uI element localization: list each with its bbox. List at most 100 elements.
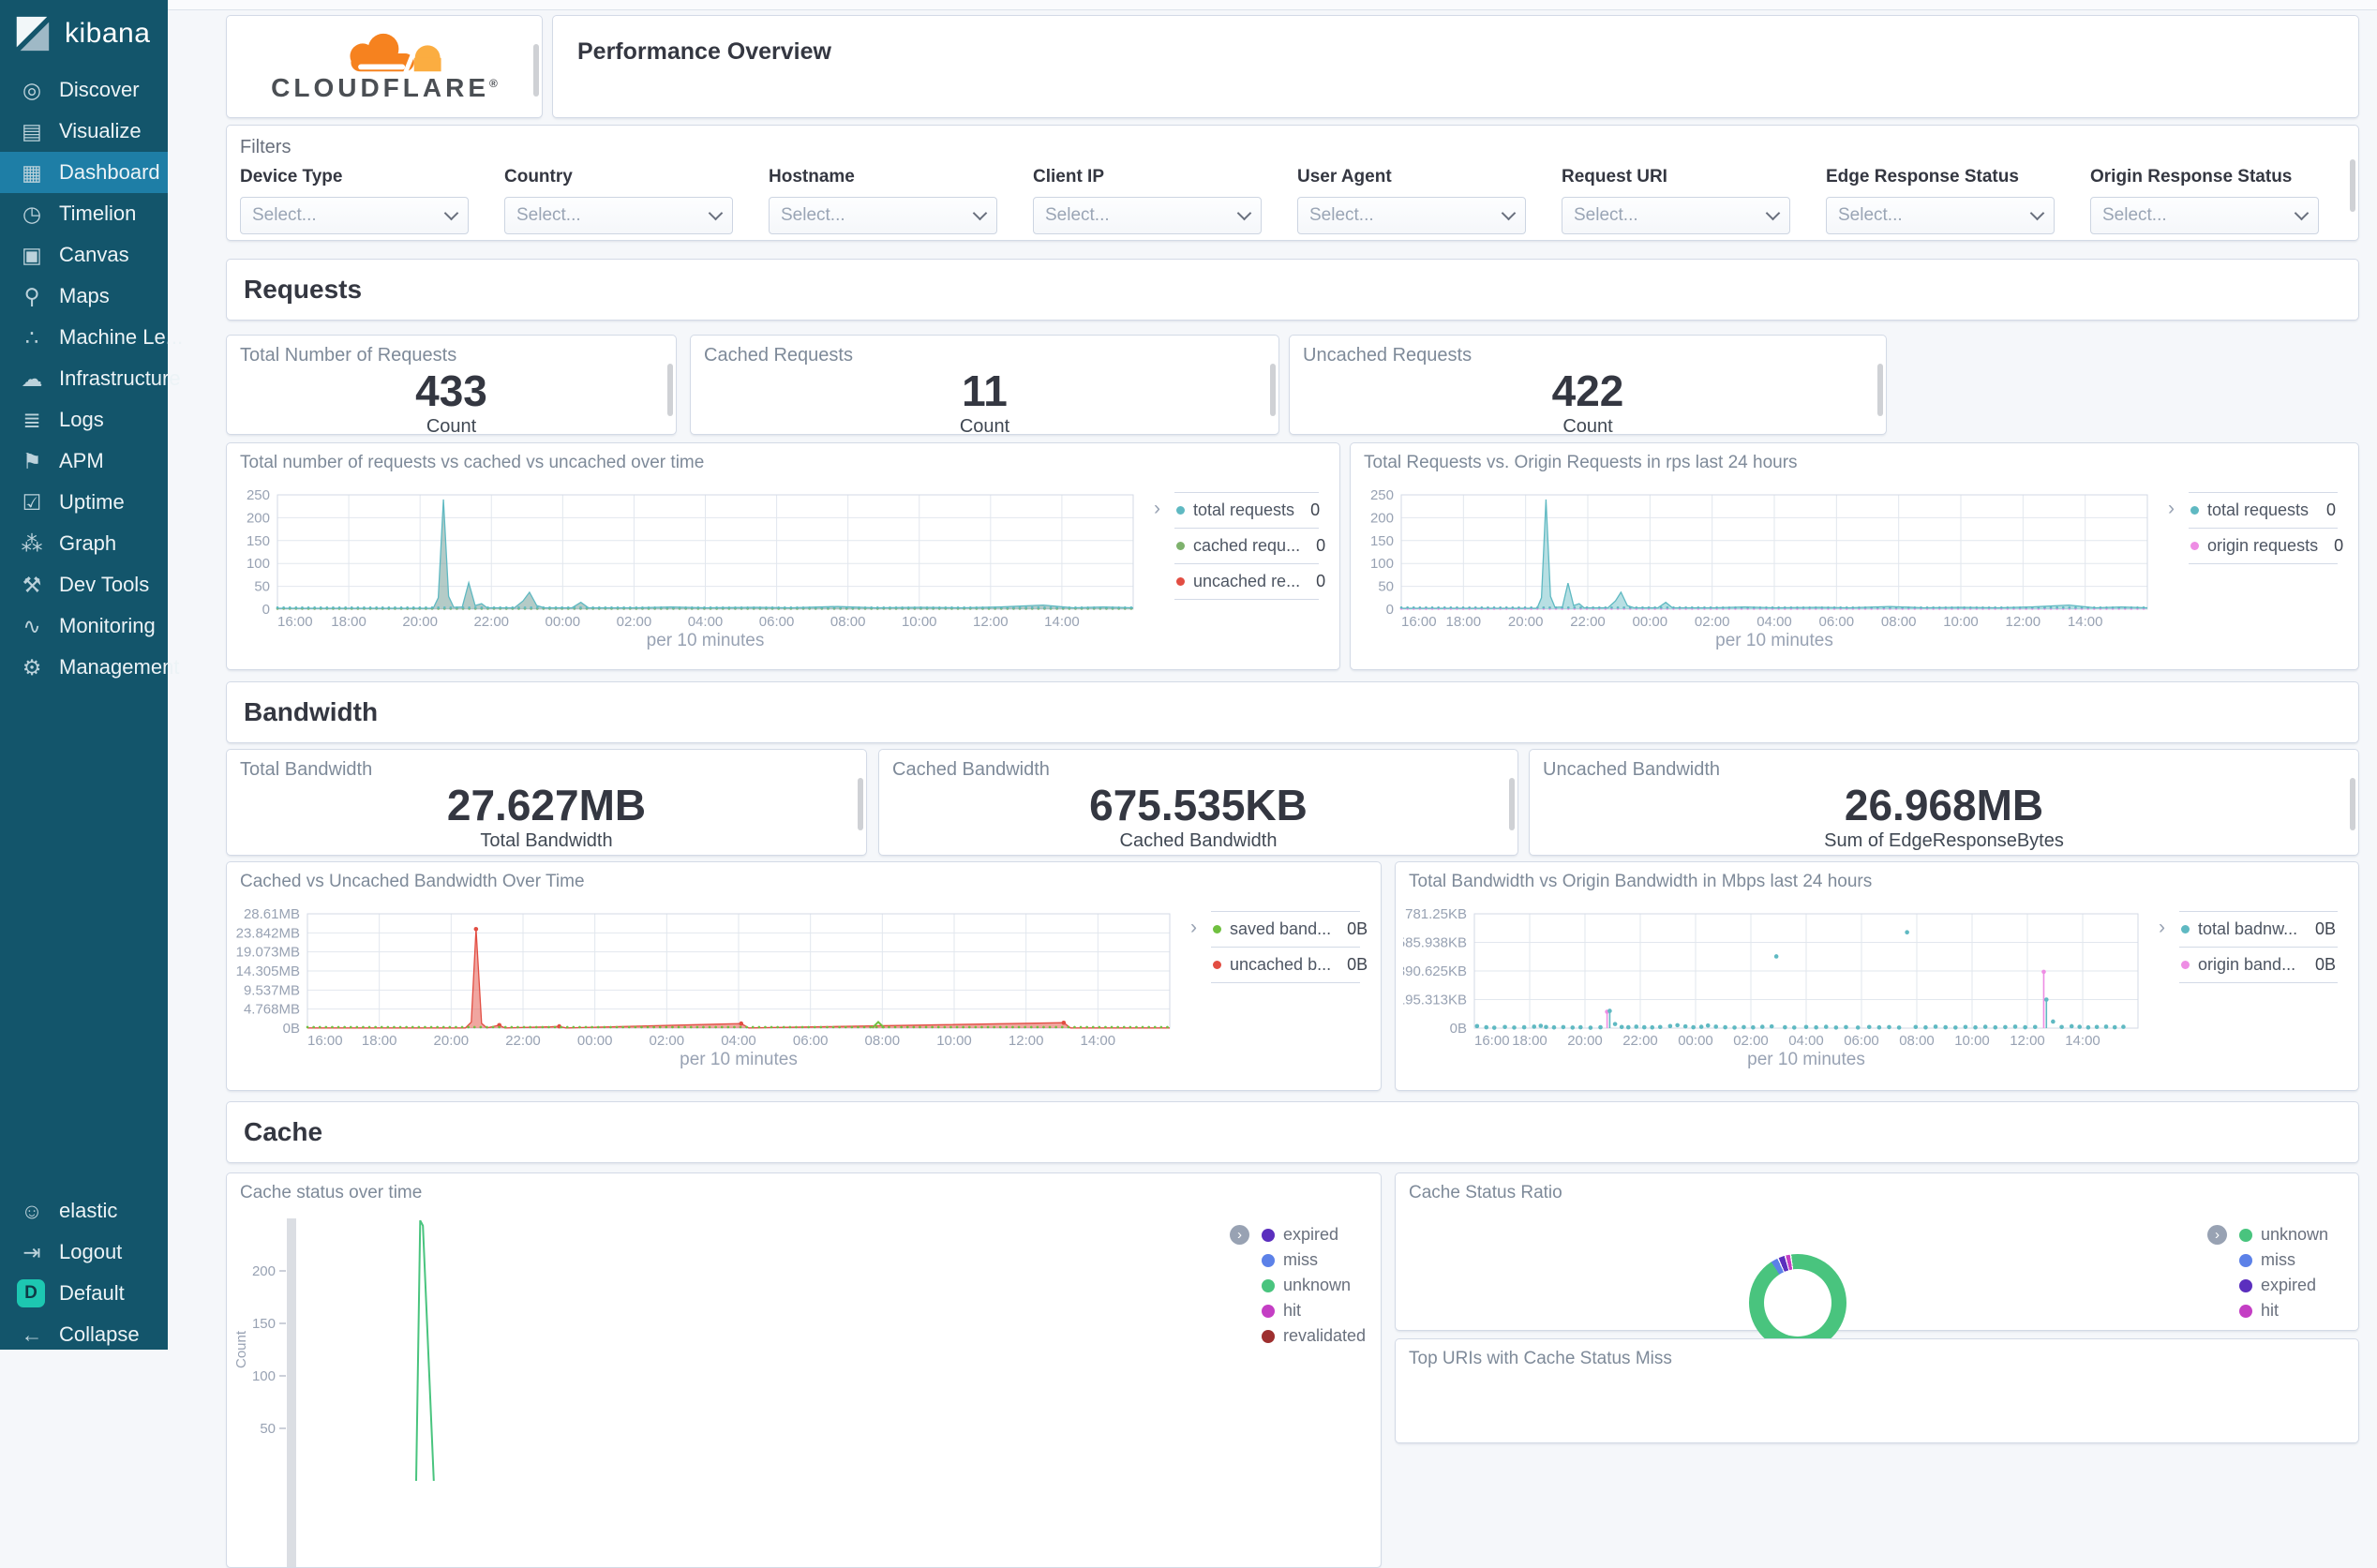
panel-scrollbar[interactable] (667, 364, 673, 416)
sidebar-item-dashboard[interactable]: ▦ Dashboard (0, 152, 168, 193)
cache-ratio-donut[interactable] (1749, 1254, 1846, 1351)
sidebar-item-apm[interactable]: ⚑ APM (0, 441, 168, 482)
dev-tools-icon: ⚒ (22, 572, 42, 597)
legend-color-dot (2239, 1304, 2252, 1318)
compass-icon: ◎ (22, 77, 42, 102)
chart-cached-vs-uncached-bandwidth: 0B 4.768MB 9.537MB 14.305MB 19.073MB 23.842MB… (234, 900, 1373, 1086)
svg-text:23.842MB: 23.842MB (236, 925, 300, 941)
panel-scrollbar[interactable] (2350, 778, 2355, 830)
chart-plot[interactable]: 0 50 100 150 200 250 16:00 18:00 20:00 22:00 00:00… (1358, 481, 2159, 642)
svg-text:18:00: 18:00 (1512, 1033, 1547, 1049)
legend-item-total-requests[interactable]: total requests 0 (1174, 492, 1320, 528)
kibana-logo-text: kibana (65, 18, 151, 49)
legend-item-hit[interactable]: hit (2207, 1298, 2338, 1323)
filter-select-client-ip[interactable]: Select... (1033, 197, 1262, 234)
sidebar-item-infrastructure[interactable]: ☁ Infrastructure (0, 358, 181, 399)
metric-uncached-bandwidth: Uncached Bandwidth 26.968MB Sum of EdgeR… (1529, 749, 2359, 856)
legend-color-dot (1176, 577, 1185, 586)
machine-learning-icon: ∴ (24, 324, 39, 350)
sidebar-item-collapse[interactable]: ← Collapse (0, 1314, 168, 1355)
sidebar-item-management[interactable]: ⚙ Management (0, 647, 180, 688)
svg-text:10:00: 10:00 (1954, 1033, 1990, 1049)
sidebar-item-logs[interactable]: ≣ Logs (0, 399, 168, 441)
legend-toggle-icon[interactable]: › (1230, 1225, 1249, 1245)
filter-field-country: Country Select... (504, 167, 733, 234)
legend-item-uncached-re[interactable]: uncached re... 0 (1174, 563, 1325, 600)
legend-item-saved-band[interactable]: saved band... 0B (1211, 911, 1368, 947)
filter-placeholder: Select... (252, 205, 317, 225)
legend-item-expired[interactable]: › expired (1230, 1222, 1360, 1247)
panel-scrollbar[interactable] (533, 44, 539, 97)
legend-toggle-icon[interactable]: › (1190, 917, 1197, 938)
panel-scrollbar[interactable] (1877, 364, 1883, 416)
legend-item-revalidated[interactable]: revalidated (1230, 1323, 1366, 1349)
panel-scrollbar[interactable] (1270, 364, 1276, 416)
filter-select-country[interactable]: Select... (504, 197, 733, 234)
legend-item-total-requests[interactable]: total requests 0 (2189, 492, 2338, 528)
metric-unit: Sum of EdgeResponseBytes (1824, 830, 2064, 851)
svg-text:200: 200 (247, 510, 270, 526)
svg-text:50: 50 (1378, 579, 1394, 595)
sidebar-item-discover[interactable]: ◎ Discover (0, 69, 168, 111)
legend-item-origin-band[interactable]: origin band... 0B (2179, 947, 2338, 983)
filter-select-device-type[interactable]: Select... (240, 197, 469, 234)
sidebar-item-label: Collapse (59, 1322, 140, 1346)
legend-color-dot (1262, 1253, 1275, 1267)
sidebar-item-machine-le[interactable]: ∴ Machine Le... (0, 317, 183, 358)
legend-item-expired[interactable]: expired (2207, 1273, 2338, 1298)
legend-item-unknown[interactable]: unknown (1230, 1273, 1360, 1298)
sidebar-item-timelion[interactable]: ◷ Timelion (0, 193, 168, 234)
svg-text:0: 0 (1386, 602, 1394, 618)
svg-text:18:00: 18:00 (362, 1033, 397, 1049)
sidebar-item-elastic[interactable]: ☺ elastic (0, 1190, 168, 1232)
legend-item-miss[interactable]: miss (2207, 1247, 2338, 1273)
chart-plot[interactable]: 0B 4.768MB 9.537MB 14.305MB 19.073MB 23.842MB… (234, 900, 1181, 1061)
sidebar-item-visualize[interactable]: ▤ Visualize (0, 111, 168, 152)
svg-text:50: 50 (254, 579, 270, 595)
filter-field-request-uri: Request URI Select... (1562, 167, 1790, 234)
legend-item-miss[interactable]: miss (1230, 1247, 1360, 1273)
filter-select-request-uri[interactable]: Select... (1562, 197, 1790, 234)
sidebar-item-label: APM (59, 449, 104, 472)
panel-scrollbar[interactable] (2350, 159, 2355, 212)
filter-select-edge-response-status[interactable]: Select... (1826, 197, 2055, 234)
sidebar-item-default[interactable]: D Default (0, 1273, 168, 1314)
legend-item-cached-requ[interactable]: cached requ... 0 (1174, 528, 1325, 563)
sidebar-item-maps[interactable]: ⚲ Maps (0, 276, 168, 317)
svg-text:14:00: 14:00 (2065, 1033, 2100, 1049)
chevron-down-icon (708, 205, 724, 221)
sidebar-item-monitoring[interactable]: ∿ Monitoring (0, 605, 168, 647)
sidebar-item-uptime[interactable]: ☑ Uptime (0, 482, 168, 523)
sidebar-item-canvas[interactable]: ▣ Canvas (0, 234, 168, 276)
panel-scrollbar[interactable] (858, 778, 863, 830)
legend-item-origin-requests[interactable]: origin requests 0 (2189, 528, 2343, 564)
legend-value: 0B (1347, 919, 1368, 938)
chart-plot[interactable]: 0B 195.313KB 390.625KB 585.938KB 781.25KB 16:… (1403, 900, 2149, 1061)
legend-item-total-badnw[interactable]: total badnw... 0B (2179, 911, 2338, 947)
x-axis-label: per 10 minutes (1747, 1050, 1865, 1069)
sidebar-footer: ☺ elastic ⇥ Logout D Default ← Collapse (0, 1190, 168, 1355)
legend-toggle-icon[interactable]: › (2168, 498, 2175, 519)
legend-color-dot (1213, 961, 1221, 969)
legend-toggle-icon[interactable]: › (2159, 917, 2165, 938)
sidebar-item-dev-tools[interactable]: ⚒ Dev Tools (0, 564, 168, 605)
filter-label: Hostname (769, 167, 855, 187)
filter-select-user-agent[interactable]: Select... (1297, 197, 1526, 234)
chart-legend: › expired miss unknown hit revalidated (1230, 1222, 1366, 1349)
filter-select-origin-response-status[interactable]: Select... (2090, 197, 2319, 234)
sidebar-item-graph[interactable]: ⁂ Graph (0, 523, 168, 564)
legend-item-uncached-b[interactable]: uncached b... 0B (1211, 947, 1368, 983)
chart-plot[interactable]: 0 50 100 150 200 250 16:00 18:00 20:00 22:00 00:00… (234, 481, 1144, 642)
legend-toggle-icon[interactable]: › (1154, 498, 1160, 519)
dashboard-title-panel: Performance Overview (552, 15, 2359, 118)
legend-item-hit[interactable]: hit (1230, 1298, 1360, 1323)
filter-select-hostname[interactable]: Select... (769, 197, 997, 234)
panel-scrollbar[interactable] (1509, 778, 1515, 830)
legend-toggle-icon[interactable]: › (2207, 1225, 2227, 1245)
dashboard-main: CLOUDFLARE® Performance Overview Filters… (168, 0, 2377, 1568)
donut-hole (1764, 1269, 1831, 1337)
legend-item-unknown[interactable]: › unknown (2207, 1222, 2338, 1247)
sidebar-item-logout[interactable]: ⇥ Logout (0, 1232, 168, 1273)
legend-label: hit (1283, 1301, 1302, 1320)
